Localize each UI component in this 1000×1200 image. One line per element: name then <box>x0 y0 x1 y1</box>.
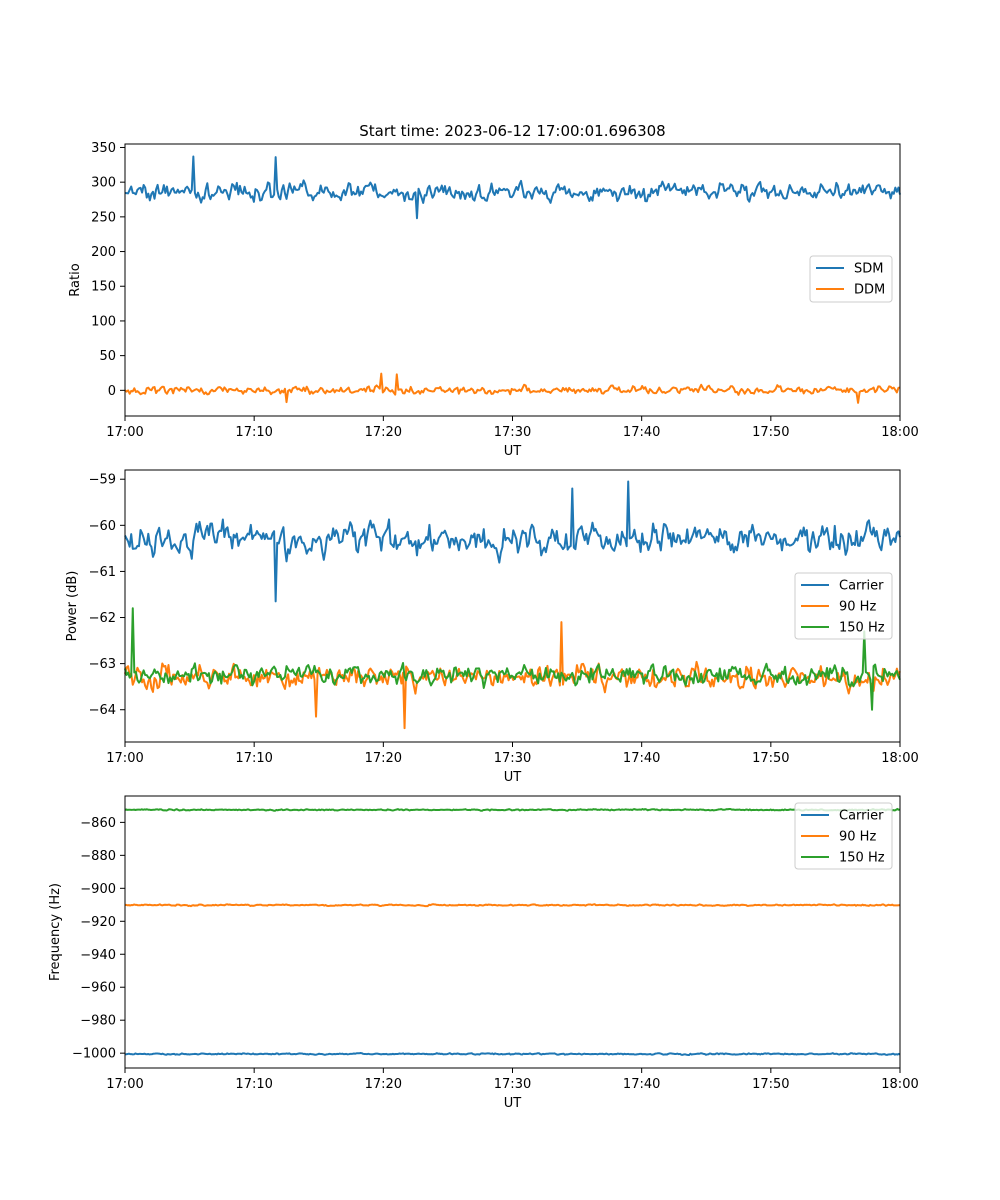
x-axis-label: UT <box>504 770 522 785</box>
axes-frame <box>124 795 901 1069</box>
x-tick-label: 17:20 <box>365 751 402 766</box>
y-tick-label: 250 <box>91 210 116 225</box>
y-tick-label: 300 <box>91 176 116 191</box>
x-tick-label: 17:50 <box>752 425 789 440</box>
y-tick-label: −940 <box>80 948 116 963</box>
x-tick-label: 17:00 <box>106 425 143 440</box>
x-tick-label: 17:40 <box>623 751 660 766</box>
x-tick-label: 17:40 <box>623 425 660 440</box>
legend-label-sdm: SDM <box>854 262 883 277</box>
ratio-panel: 17:00 17:10 17:20 17:30 17:40 17:50 18:00 0 50 10… <box>68 141 919 459</box>
power-panel: 17:00 17:10 17:20 17:30 17:40 17:50 18:00 −64 −6… <box>65 469 919 785</box>
x-tick-label: 17:40 <box>623 1077 660 1092</box>
x-tick-label: 17:20 <box>365 1077 402 1092</box>
series-line-ddm <box>124 372 901 404</box>
y-tick-label: −920 <box>80 915 116 930</box>
legend-box <box>794 802 893 870</box>
x-tick-label: 17:30 <box>494 751 531 766</box>
y-tick-label: −62 <box>89 611 116 626</box>
x-tick-label: 17:50 <box>752 1077 789 1092</box>
y-tick-label: −61 <box>89 565 116 580</box>
series-line-150-hz <box>124 807 901 812</box>
y-tick-label: −64 <box>89 703 116 718</box>
series-line-carrier <box>124 1051 901 1057</box>
series-line-carrier <box>124 480 901 603</box>
y-axis-label: Frequency (Hz) <box>48 883 63 981</box>
y-tick-label: 50 <box>99 349 116 364</box>
y-axis-label: Ratio <box>68 263 83 296</box>
frequency-panel: 17:00 17:10 17:20 17:30 17:40 17:50 18:00 −1000… <box>48 795 919 1111</box>
series-line-90-hz <box>124 621 901 730</box>
x-tick-label: 17:20 <box>365 425 402 440</box>
y-tick-label: −980 <box>80 1014 116 1029</box>
y-tick-label: 0 <box>108 384 116 399</box>
axes-frame <box>124 469 901 743</box>
x-tick-label: 17:50 <box>752 751 789 766</box>
figure-title: Start time: 2023-06-12 17:00:01.696308 <box>359 122 665 140</box>
x-tick-label: 17:00 <box>106 1077 143 1092</box>
legend-label-ddm: DDM <box>854 283 885 298</box>
x-tick-label: 17:00 <box>106 751 143 766</box>
series-line-90-hz <box>124 903 901 908</box>
series-line-150-hz <box>124 607 901 711</box>
legend-label-90-hz: 90 Hz <box>839 830 876 845</box>
y-tick-label: −59 <box>89 473 116 488</box>
x-tick-label: 18:00 <box>881 751 918 766</box>
y-tick-label: −900 <box>80 882 116 897</box>
y-axis-label: Power (dB) <box>65 571 80 642</box>
x-tick-label: 18:00 <box>881 1077 918 1092</box>
y-tick-label: −1000 <box>72 1047 116 1062</box>
x-tick-label: 17:10 <box>235 425 272 440</box>
y-tick-label: 150 <box>91 280 116 295</box>
x-tick-label: 17:30 <box>494 425 531 440</box>
y-tick-label: −960 <box>80 981 116 996</box>
x-tick-label: 17:10 <box>235 1077 272 1092</box>
series-line-sdm <box>124 155 901 220</box>
legend-label-carrier: Carrier <box>839 809 884 824</box>
legend-label-90-hz: 90 Hz <box>839 600 876 615</box>
y-tick-label: −880 <box>80 849 116 864</box>
legend: Carrier 90 Hz 150 Hz <box>794 802 893 870</box>
y-tick-label: 200 <box>91 245 116 260</box>
y-tick-label: −860 <box>80 816 116 831</box>
x-axis-label: UT <box>504 444 522 459</box>
y-tick-label: 350 <box>91 141 116 156</box>
y-tick-label: −63 <box>89 657 116 672</box>
legend-box <box>794 572 893 640</box>
legend-label-150-hz: 150 Hz <box>839 621 885 636</box>
x-tick-label: 17:30 <box>494 1077 531 1092</box>
x-tick-label: 18:00 <box>881 425 918 440</box>
y-tick-label: 100 <box>91 314 116 329</box>
legend-label-carrier: Carrier <box>839 579 884 594</box>
axes-frame <box>124 143 901 417</box>
legend: SDM DDM <box>809 255 893 303</box>
y-tick-label: −60 <box>89 519 116 534</box>
x-tick-label: 17:10 <box>235 751 272 766</box>
legend-label-150-hz: 150 Hz <box>839 851 885 866</box>
x-axis-label: UT <box>504 1096 522 1111</box>
legend: Carrier 90 Hz 150 Hz <box>794 572 893 640</box>
